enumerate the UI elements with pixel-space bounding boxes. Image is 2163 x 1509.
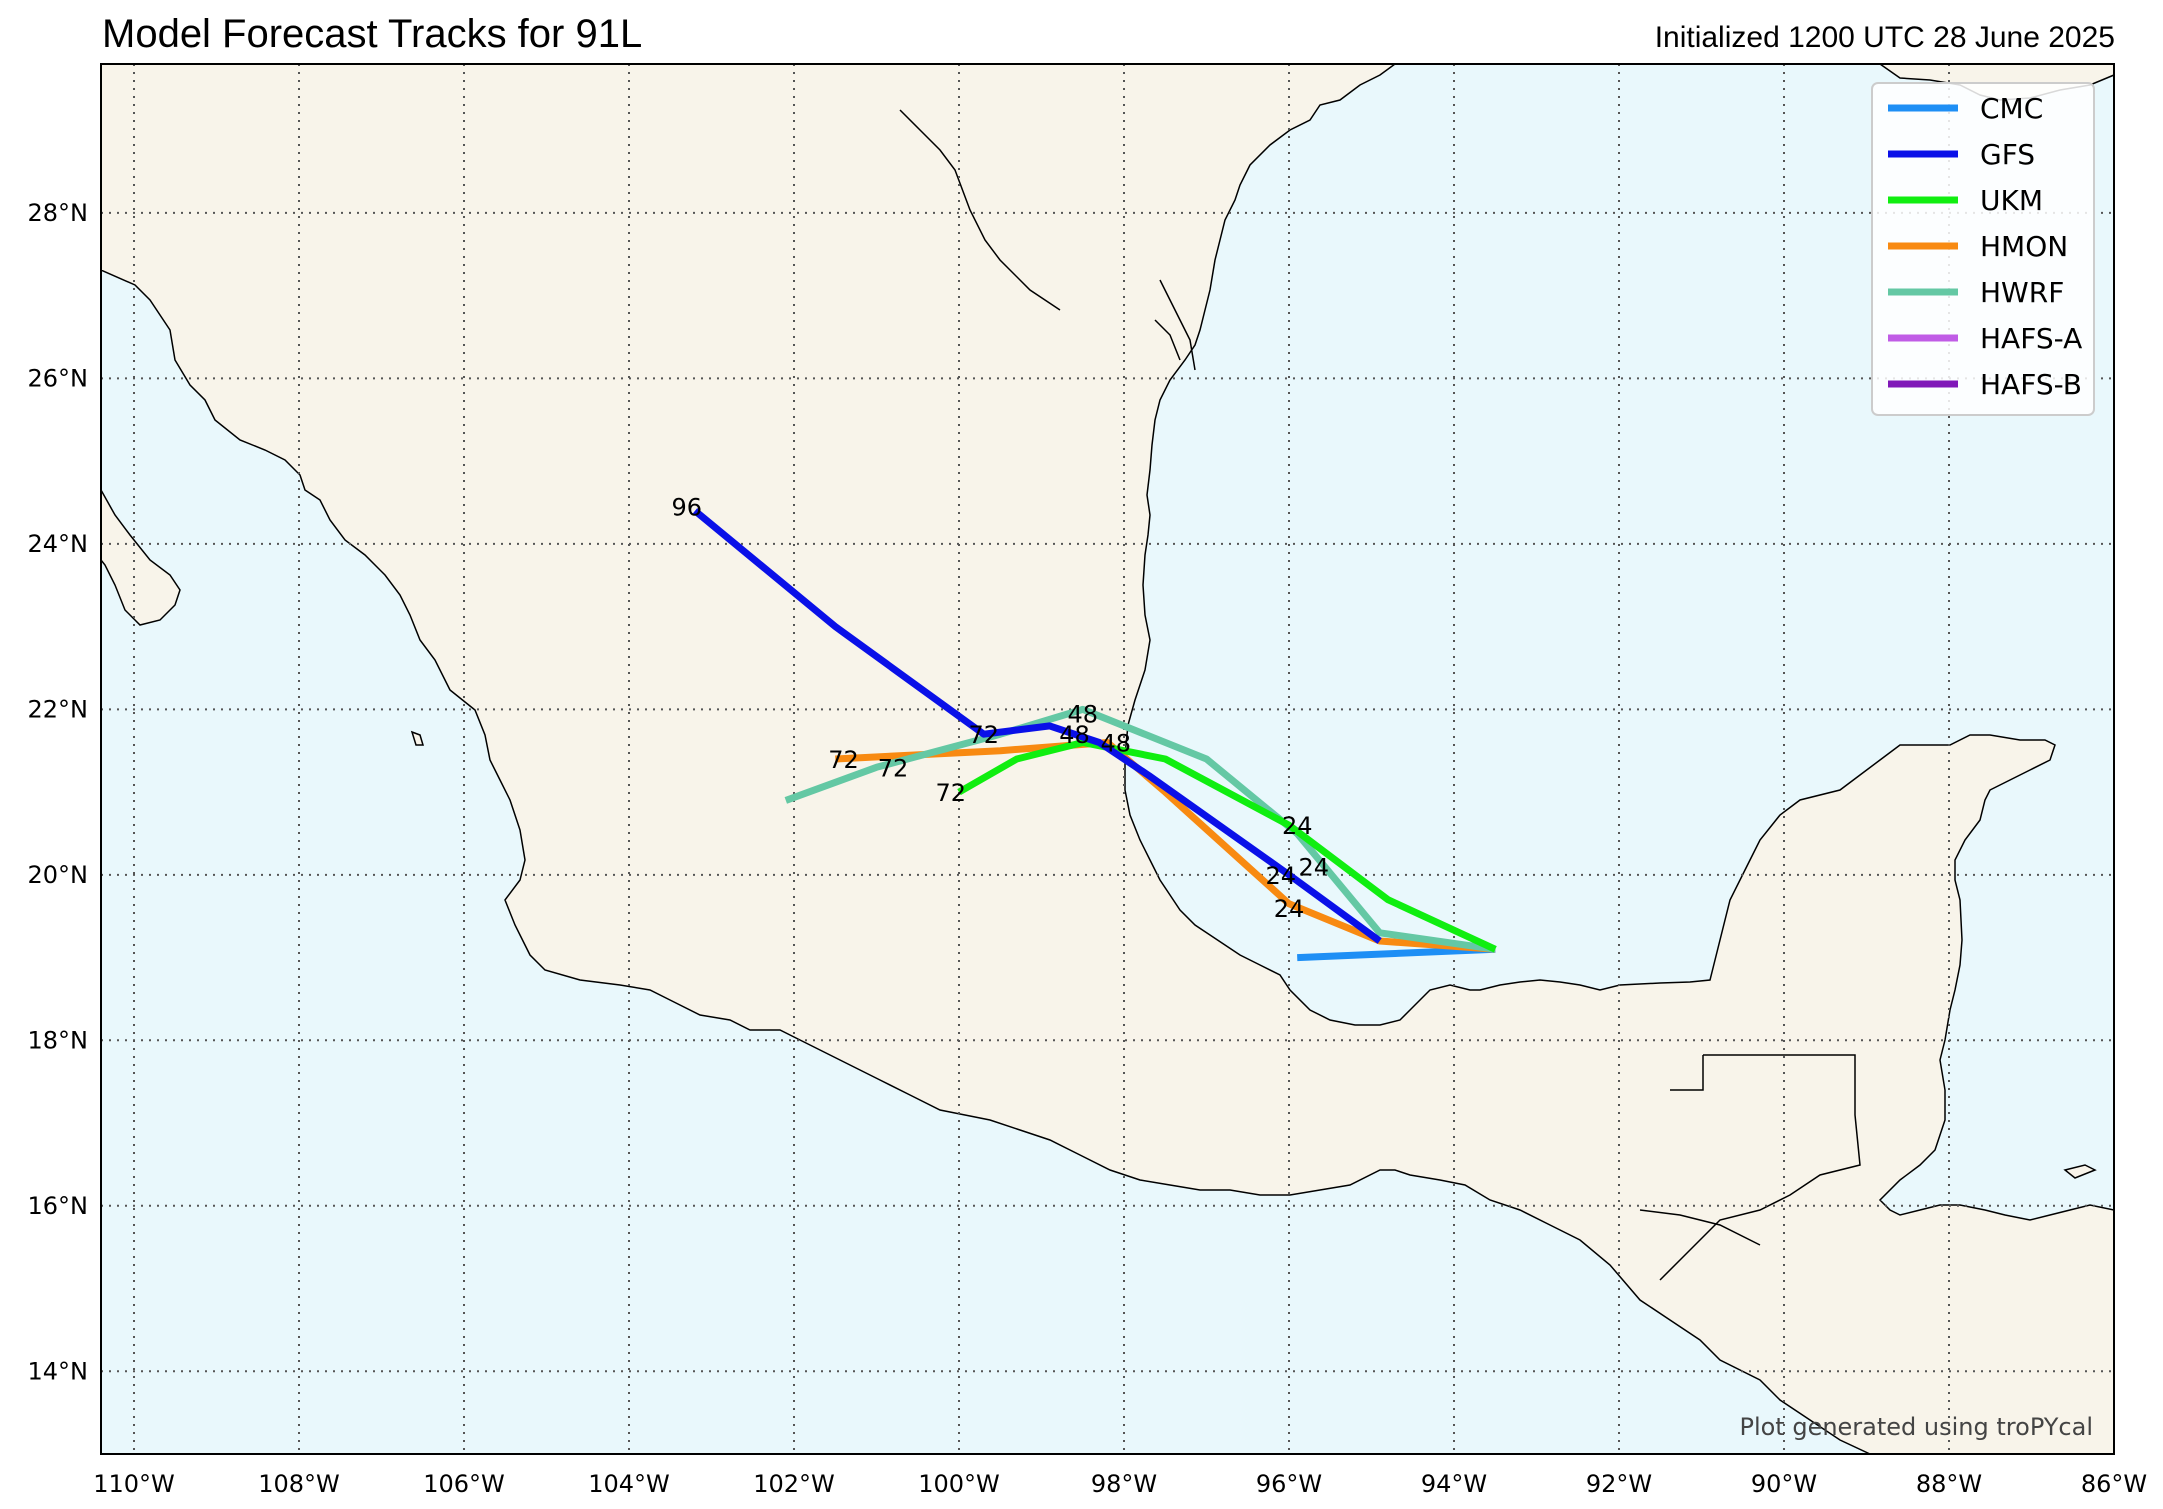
track-hwrf bbox=[784, 705, 1496, 953]
lat-tick-label: 16°N bbox=[28, 1192, 89, 1220]
lon-tick-label: 100°W bbox=[918, 1470, 1000, 1498]
lon-tick-label: 90°W bbox=[1751, 1470, 1817, 1498]
legend-label-hafs-a: HAFS-A bbox=[1980, 322, 2082, 355]
lat-tick-label: 20°N bbox=[28, 861, 89, 889]
track-hmon bbox=[835, 739, 1496, 953]
island-revillagigedo bbox=[2063, 1164, 2097, 1179]
lon-tick-label: 102°W bbox=[753, 1470, 835, 1498]
forecast-hour-label: 24 bbox=[1274, 895, 1305, 923]
lon-tick-label: 104°W bbox=[588, 1470, 670, 1498]
coastline-extra bbox=[899, 109, 1861, 1281]
legend-box bbox=[1871, 82, 2095, 416]
forecast-hour-label: 24 bbox=[1265, 862, 1296, 890]
legend-label-hafs-b: HAFS-B bbox=[1980, 368, 2082, 401]
lon-tick-label: 106°W bbox=[423, 1470, 505, 1498]
latitude-tick-labels: 28°N 26°N 24°N 22°N 20°N 18°N 16°N 14°N bbox=[28, 199, 89, 1385]
lon-tick-label: 86°W bbox=[2081, 1470, 2147, 1498]
forecast-hour-label: 24 bbox=[1298, 854, 1329, 882]
forecast-hour-label: 72 bbox=[828, 746, 859, 774]
map-title: Model Forecast Tracks for 91L bbox=[102, 12, 643, 56]
lat-tick-label: 26°N bbox=[28, 364, 89, 392]
forecast-hour-label: 72 bbox=[935, 779, 966, 807]
lon-tick-label: 98°W bbox=[1091, 1470, 1157, 1498]
island-marias bbox=[410, 730, 425, 746]
lon-tick-label: 92°W bbox=[1586, 1470, 1652, 1498]
lon-tick-label: 110°W bbox=[93, 1470, 175, 1498]
plot-credit: Plot generated using troPYcal bbox=[1739, 1413, 2093, 1441]
lat-tick-label: 14°N bbox=[28, 1357, 89, 1385]
forecast-hour-label: 48 bbox=[1067, 700, 1098, 728]
forecast-hour-label: 24 bbox=[1282, 812, 1313, 840]
lon-tick-label: 94°W bbox=[1421, 1470, 1487, 1498]
lat-tick-label: 24°N bbox=[28, 530, 89, 558]
legend-label-ukm: UKM bbox=[1980, 184, 2043, 217]
lat-tick-label: 22°N bbox=[28, 695, 89, 723]
land-baja-california bbox=[101, 488, 181, 626]
forecast-tracks bbox=[692, 508, 1497, 962]
map-frame bbox=[100, 63, 2115, 1455]
legend-label-gfs: GFS bbox=[1980, 138, 2035, 171]
legend-label-hmon: HMON bbox=[1980, 230, 2068, 263]
land-mainland bbox=[101, 64, 2114, 1454]
forecast-hour-labels: 24 72 24 48 72 24 48 72 24 48 72 96 bbox=[671, 494, 1329, 923]
forecast-hour-label: 48 bbox=[1059, 721, 1090, 749]
legend-label-hwrf: HWRF bbox=[1980, 276, 2064, 309]
track-cmc bbox=[1297, 945, 1496, 962]
forecast-hour-label: 96 bbox=[671, 494, 702, 522]
track-gfs bbox=[692, 508, 1382, 944]
forecast-hour-label: 72 bbox=[878, 754, 909, 782]
track-ukm bbox=[957, 739, 1497, 953]
legend-label-cmc: CMC bbox=[1980, 92, 2043, 125]
forecast-hour-label: 48 bbox=[1100, 729, 1131, 757]
lon-tick-label: 108°W bbox=[258, 1470, 340, 1498]
forecast-hour-label: 72 bbox=[968, 721, 999, 749]
lat-tick-label: 28°N bbox=[28, 199, 89, 227]
legend: CMC GFS UKM HMON HWRF HAFS-A HAFS-B bbox=[1871, 82, 2095, 416]
lat-tick-label: 18°N bbox=[28, 1026, 89, 1054]
initialized-time: Initialized 1200 UTC 28 June 2025 bbox=[1654, 21, 2115, 54]
lon-tick-label: 88°W bbox=[1916, 1470, 1982, 1498]
longitude-tick-labels: 110°W 108°W 106°W 104°W 102°W 100°W 98°W 96°W 94… bbox=[93, 1470, 2147, 1498]
lon-tick-label: 96°W bbox=[1256, 1470, 1322, 1498]
